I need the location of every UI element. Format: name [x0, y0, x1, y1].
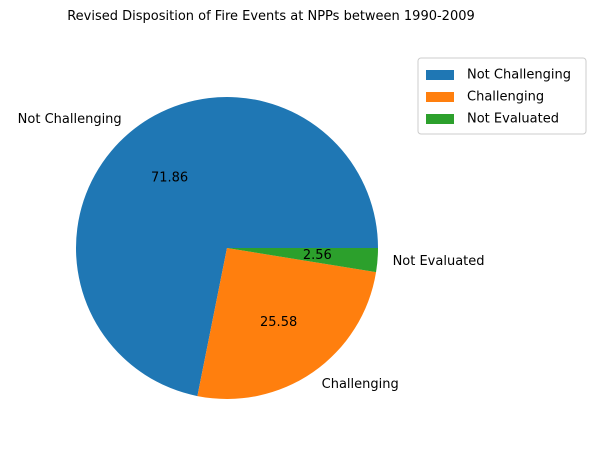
slice-labels: Not Challenging Challenging Not Evaluated	[18, 112, 485, 392]
chart-title: Revised Disposition of Fire Events at NP…	[67, 9, 475, 24]
legend-label-not-challenging: Not Challenging	[467, 68, 571, 83]
pie-slice-challenging	[197, 248, 377, 399]
slice-label-not-evaluated: Not Evaluated	[393, 254, 485, 269]
pie-slices	[76, 97, 378, 399]
pie-slice-not-evaluated	[227, 248, 378, 273]
legend: Not Challenging Challenging Not Evaluated	[417, 57, 587, 135]
slice-value-not-challenging: 71.86	[151, 170, 188, 185]
legend-label-challenging: Challenging	[467, 90, 544, 105]
slice-value-labels: 71.86 25.58 2.56	[151, 170, 332, 330]
legend-swatch-not-challenging	[426, 70, 454, 80]
legend-swatch-challenging	[426, 92, 454, 102]
legend-items: Not Challenging Challenging Not Evaluated	[426, 68, 571, 127]
pie-slice-not-challenging	[76, 97, 378, 397]
slice-value-challenging: 25.58	[260, 315, 297, 330]
legend-swatch-not-evaluated	[426, 114, 454, 124]
legend-frame	[417, 57, 587, 135]
slice-value-not-evaluated: 2.56	[303, 248, 332, 263]
legend-label-not-evaluated: Not Evaluated	[467, 112, 559, 127]
slice-label-challenging: Challenging	[322, 377, 399, 392]
slice-label-not-challenging: Not Challenging	[18, 112, 122, 127]
